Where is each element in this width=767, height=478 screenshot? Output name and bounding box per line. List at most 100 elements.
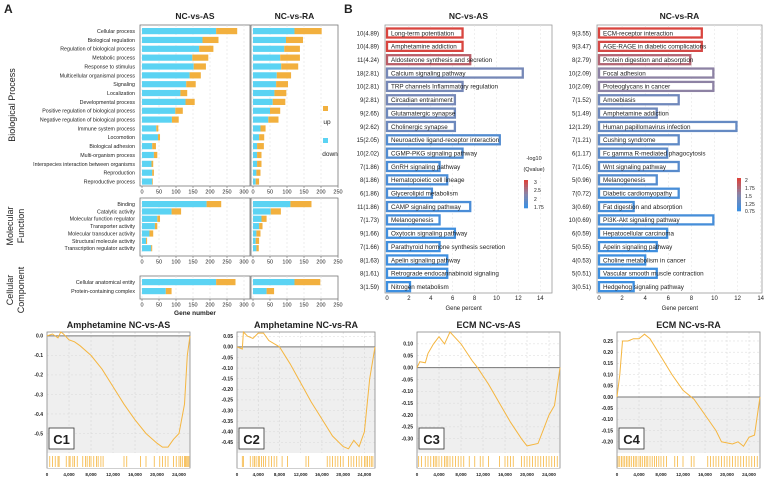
subpanel-label: C1	[53, 432, 70, 447]
x-tick-label: 150	[188, 190, 197, 196]
bar-up	[157, 215, 161, 222]
category-label: Cellular anatomical entity	[76, 280, 136, 286]
category-label: Biological regulation	[88, 38, 135, 44]
bar-up	[151, 160, 154, 167]
bar-up	[185, 98, 195, 105]
bar-down	[142, 279, 217, 286]
pathway-name: Neuroactive ligand-receptor interaction	[391, 137, 500, 144]
bar-up	[180, 89, 188, 97]
pathway-name: Long-term potentiation	[391, 30, 455, 37]
bar-up	[175, 107, 183, 114]
bar-down	[142, 288, 166, 295]
bar-down	[253, 143, 258, 150]
y-tick-label: 0.10	[403, 342, 413, 348]
legend-gradient-step	[737, 202, 741, 206]
legend-tick-label: 2.5	[534, 188, 541, 194]
x-tick-label: 0	[416, 472, 419, 477]
x-tick-label: 100	[282, 303, 291, 309]
x-tick-label: 8,000	[85, 472, 97, 477]
legend-label-down: down	[322, 151, 338, 158]
pathway-bar	[385, 174, 449, 186]
subpanel-label-box	[418, 427, 445, 450]
y-tick-label: -0.25	[402, 425, 414, 431]
legend-label-up: up	[323, 119, 331, 126]
x-tick-label: 10	[493, 296, 500, 302]
bar-up	[153, 151, 158, 159]
x-tick-label: 12,000	[294, 472, 308, 477]
category-label: Immune system process	[78, 126, 136, 132]
pathway-name: Protein digestion and absorption	[603, 57, 694, 64]
pathway-name: Aldosterone synthesis and secretion	[391, 57, 493, 64]
category-label: Developmental process	[80, 100, 136, 106]
y-tick-label: -0.10	[602, 417, 614, 423]
pathway-bar	[597, 147, 669, 159]
y-tick-label: -0.20	[222, 387, 234, 393]
bar-up	[280, 54, 300, 61]
enrichment-score-curve	[46, 331, 191, 448]
y-tick-label: 0.0	[36, 334, 43, 340]
pathway-bar	[385, 80, 464, 93]
bar-down	[253, 81, 277, 88]
x-tick-label: 0	[140, 190, 143, 196]
bar-down	[142, 125, 157, 132]
bar-up	[186, 81, 196, 88]
pathway-bar	[597, 240, 658, 253]
category-label: Response to stimulus	[84, 64, 135, 70]
subpanel-label: C2	[243, 432, 260, 447]
pathway-name: TRP channels Inflammatory regulation	[391, 84, 498, 91]
pathway-bar	[385, 67, 524, 79]
legend-title: -log10	[526, 156, 541, 162]
x-tick-label: 8	[690, 296, 694, 302]
bar-down	[142, 45, 200, 52]
x-tick-label: 10	[711, 296, 718, 302]
bar-up	[171, 116, 179, 123]
x-tick-label: 50	[156, 260, 162, 266]
x-tick-label: 4,000	[633, 472, 645, 477]
y-tick-label: -0.10	[222, 366, 234, 372]
y-tick-label: -0.05	[222, 355, 234, 361]
panel-label-a: A	[4, 2, 13, 16]
bar-up	[266, 288, 275, 295]
category-label: Binding	[117, 202, 135, 208]
x-tick-label: 150	[299, 260, 308, 266]
x-tick-label: 200	[316, 303, 325, 309]
legend-gradient-step	[524, 191, 528, 195]
x-tick-label: 20,000	[150, 472, 164, 477]
row-label: 7(1.86)	[360, 165, 379, 171]
x-tick-label: 100	[171, 190, 180, 196]
bar-up	[165, 288, 172, 295]
bar-up	[259, 223, 263, 230]
pathway-name: Glutamatergic synapse	[391, 110, 456, 117]
row-label: 5(0.96)	[572, 178, 591, 184]
bar-chart-title: NC-vs-AS	[175, 11, 215, 21]
legend-title: (Qvalue)	[523, 167, 544, 173]
group-label: Function	[16, 209, 26, 244]
row-label: 15(2.05)	[357, 138, 379, 144]
pathway-name: GnRH signaling pathway	[391, 164, 461, 171]
y-tick-label: 0.00	[403, 365, 413, 371]
bar-down	[253, 28, 295, 35]
x-tick-label: 150	[299, 303, 308, 309]
x-tick-label: 8	[473, 296, 477, 302]
gsea-title: Amphetamine NC-vs-AS	[67, 320, 171, 330]
y-tick-label: -0.25	[222, 398, 234, 404]
pathway-name: Wnt signaling pathway	[603, 164, 667, 171]
legend-gradient-step	[524, 194, 528, 197]
x-tick-label: 20,000	[520, 472, 534, 477]
legend-gradient-step	[524, 184, 528, 188]
row-label: 7(1.73)	[360, 218, 379, 224]
x-tick-label: 16,000	[498, 472, 512, 477]
pathway-name: Amphetamine addiction	[603, 110, 669, 117]
bar-down	[253, 125, 261, 132]
x-tick-label: 4,000	[433, 472, 445, 477]
legend-gradient-step	[524, 196, 528, 199]
legend-tick-label: 1.25	[745, 202, 755, 208]
pathway-bar	[385, 54, 472, 66]
bar-down	[253, 169, 257, 176]
bar-down	[253, 237, 256, 244]
legend-tick-label: 3	[534, 180, 537, 186]
x-tick-label: 300	[239, 260, 248, 266]
legend-gradient-step	[737, 208, 741, 212]
y-tick-label: -0.10	[402, 389, 414, 395]
pathway-name: Cushing syndrome	[603, 137, 656, 144]
